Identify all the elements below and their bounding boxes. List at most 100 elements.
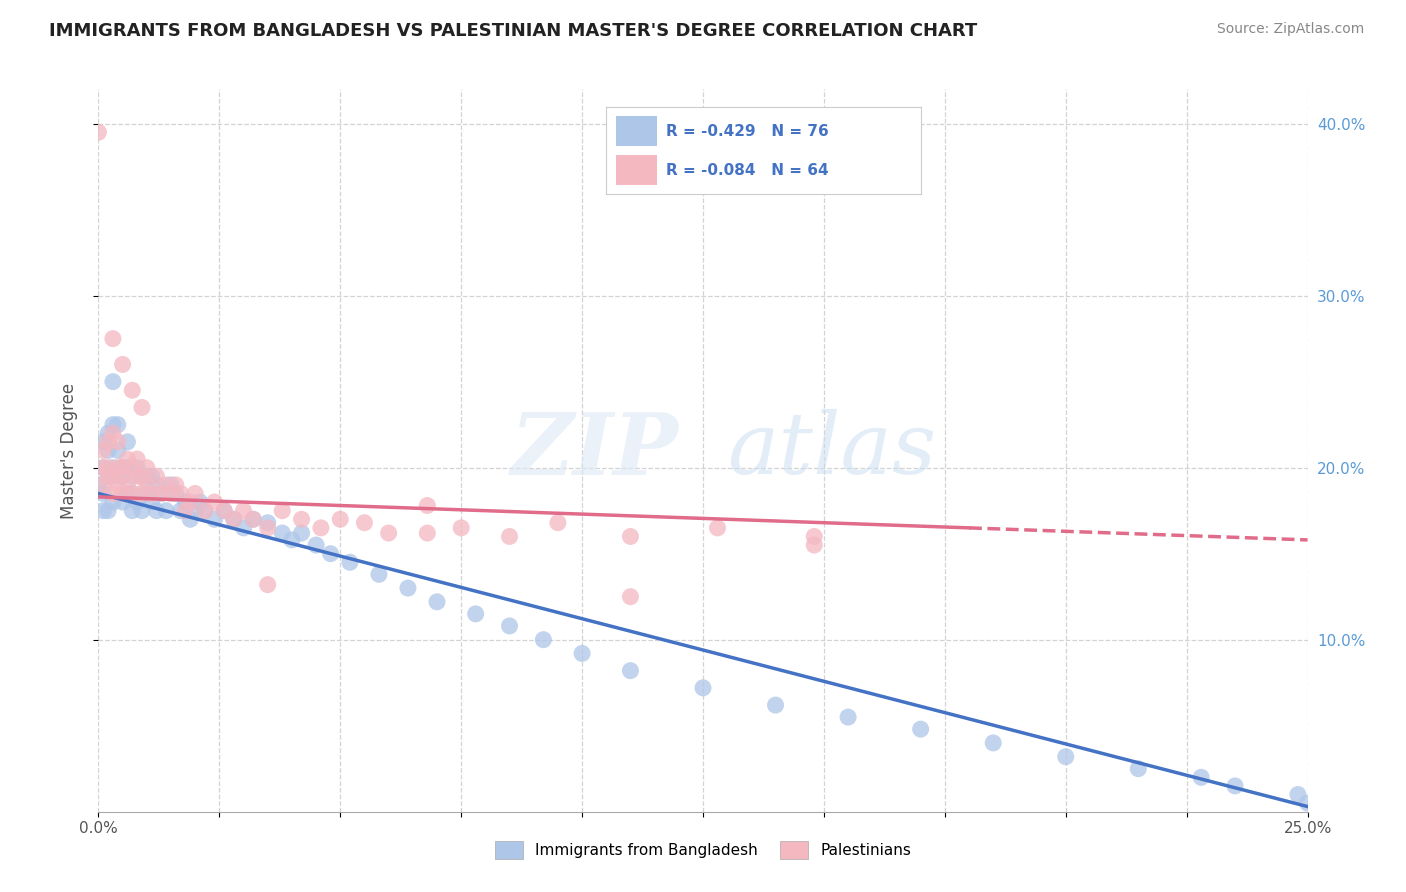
Point — [121, 486, 143, 500]
Point — [319, 547, 342, 561]
Point — [107, 469, 129, 483]
Point — [1286, 788, 1309, 802]
Point — [464, 607, 486, 621]
Point — [1296, 796, 1319, 810]
Point — [450, 521, 472, 535]
Point — [117, 460, 139, 475]
Point — [141, 469, 163, 483]
Point — [706, 521, 728, 535]
Point — [107, 478, 129, 492]
Point — [256, 516, 278, 530]
Point — [135, 486, 157, 500]
Point — [498, 529, 520, 543]
Point — [416, 499, 439, 513]
Point — [121, 486, 143, 500]
Point — [547, 516, 569, 530]
Point — [169, 503, 191, 517]
Point — [309, 521, 332, 535]
Point — [803, 529, 825, 543]
Point — [97, 426, 120, 441]
Point — [131, 469, 153, 483]
Point — [256, 577, 278, 591]
Point — [117, 452, 139, 467]
Point — [498, 619, 520, 633]
Point — [121, 460, 143, 475]
Point — [117, 486, 139, 500]
Point — [271, 503, 294, 517]
Point — [765, 698, 787, 712]
Point — [91, 486, 114, 500]
Point — [145, 469, 167, 483]
Point — [135, 478, 157, 492]
Point — [803, 538, 825, 552]
Point — [188, 495, 211, 509]
Point — [107, 434, 129, 449]
Point — [87, 478, 110, 492]
Point — [242, 512, 264, 526]
Point — [91, 460, 114, 475]
Point — [174, 503, 197, 517]
Point — [101, 417, 124, 432]
Point — [155, 478, 177, 492]
Text: atlas: atlas — [727, 409, 936, 491]
Point — [1189, 770, 1212, 784]
Point — [111, 460, 134, 475]
Point — [1054, 749, 1077, 764]
Point — [571, 647, 593, 661]
Point — [141, 486, 163, 500]
Point — [111, 469, 134, 483]
Point — [179, 512, 201, 526]
Point — [145, 503, 167, 517]
Point — [179, 495, 201, 509]
Point — [222, 512, 245, 526]
Point — [290, 526, 312, 541]
Point — [97, 469, 120, 483]
Point — [111, 460, 134, 475]
Point — [160, 478, 183, 492]
Point — [165, 478, 187, 492]
Point — [256, 521, 278, 535]
Point — [111, 469, 134, 483]
Point — [135, 469, 157, 483]
Point — [290, 512, 312, 526]
Point — [165, 486, 187, 500]
Point — [91, 503, 114, 517]
Point — [150, 486, 173, 500]
Point — [131, 486, 153, 500]
Point — [232, 503, 254, 517]
Point — [131, 469, 153, 483]
Point — [97, 469, 120, 483]
Point — [97, 443, 120, 458]
Point — [131, 401, 153, 415]
Point — [1223, 779, 1246, 793]
Point — [145, 478, 167, 492]
Point — [305, 538, 328, 552]
Point — [160, 486, 183, 500]
Point — [117, 434, 139, 449]
Point — [353, 516, 375, 530]
Point — [127, 452, 149, 467]
Point — [101, 332, 124, 346]
Point — [101, 495, 124, 509]
Point — [212, 503, 235, 517]
Point — [184, 486, 207, 500]
Point — [121, 469, 143, 483]
Legend: Immigrants from Bangladesh, Palestinians: Immigrants from Bangladesh, Palestinians — [489, 835, 917, 865]
Point — [271, 526, 294, 541]
Point — [222, 512, 245, 526]
Point — [101, 375, 124, 389]
Point — [97, 503, 120, 517]
Point — [1128, 762, 1150, 776]
Point — [368, 567, 391, 582]
Point — [396, 581, 419, 595]
Text: ZIP: ZIP — [510, 409, 679, 492]
Point — [837, 710, 859, 724]
Point — [117, 478, 139, 492]
Point — [111, 486, 134, 500]
Point — [169, 486, 191, 500]
Point — [619, 590, 641, 604]
Point — [111, 358, 134, 372]
Point — [101, 486, 124, 500]
Point — [97, 460, 120, 475]
Text: IMMIGRANTS FROM BANGLADESH VS PALESTINIAN MASTER'S DEGREE CORRELATION CHART: IMMIGRANTS FROM BANGLADESH VS PALESTINIA… — [49, 22, 977, 40]
